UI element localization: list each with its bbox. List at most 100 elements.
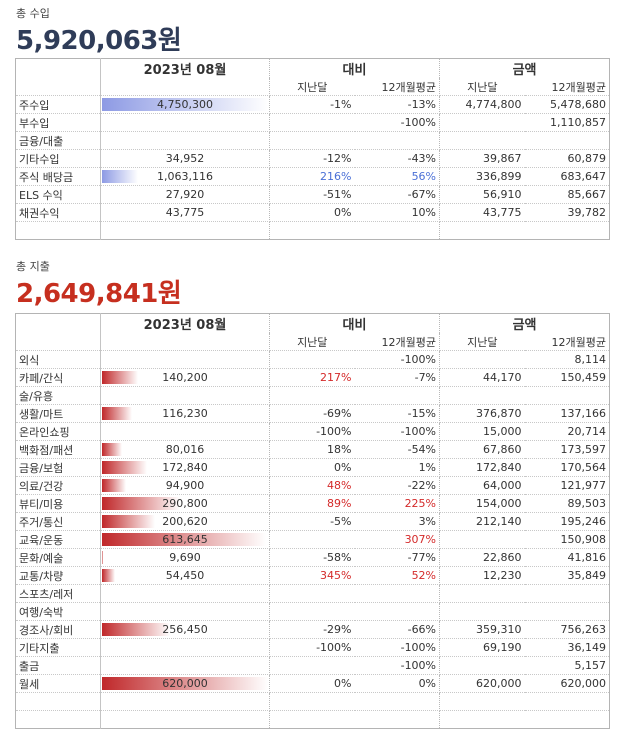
income-amt-avg: 683,647 bbox=[524, 167, 610, 186]
expense-vs-prev: 345% bbox=[269, 566, 355, 585]
expense-subheader-row: 지난달 12개월평균 지난달 12개월평균 bbox=[15, 333, 610, 351]
expense-current-cell bbox=[100, 350, 270, 369]
income-vs-prev bbox=[269, 113, 355, 132]
income-current-cell: 43,775 bbox=[100, 203, 270, 222]
income-table: 2023년 08월 대비 금액 지난달 12개월평균 지난달 12개월평균 주수… bbox=[15, 58, 611, 240]
expense-current-cell: 256,450 bbox=[100, 620, 270, 639]
expense-amt-avg bbox=[524, 692, 610, 711]
expense-current-cell bbox=[100, 584, 270, 603]
expense-current-value: 200,620 bbox=[162, 515, 208, 528]
income-category: 부수입 bbox=[15, 113, 101, 132]
expense-category: 주거/통신 bbox=[15, 512, 101, 531]
expense-row: 카페/간식 140,200 217% -7% 44,170 150,459 bbox=[15, 368, 610, 387]
income-sub-avg-amount: 12개월평균 bbox=[524, 78, 610, 96]
expense-vs-avg bbox=[354, 584, 441, 603]
expense-current-cell: 172,840 bbox=[100, 458, 270, 477]
expense-amt-avg bbox=[524, 602, 610, 621]
income-data-bar bbox=[102, 170, 138, 183]
income-vs-avg: 56% bbox=[354, 167, 441, 186]
expense-current-value: 116,230 bbox=[162, 407, 208, 420]
expense-vs-prev bbox=[269, 656, 355, 675]
expense-current-cell: 9,690 bbox=[100, 548, 270, 567]
expense-amt-prev bbox=[439, 602, 525, 621]
expense-current-cell: 116,230 bbox=[100, 404, 270, 423]
expense-row: 기타지출 -100% -100% 69,190 36,149 bbox=[15, 638, 610, 657]
income-amt-prev: 39,867 bbox=[439, 149, 525, 168]
expense-vs-prev: 217% bbox=[269, 368, 355, 387]
expense-vs-prev: -29% bbox=[269, 620, 355, 639]
expense-row: 뷰티/미용 290,800 89% 225% 154,000 89,503 bbox=[15, 494, 610, 513]
income-current-cell bbox=[100, 131, 270, 150]
income-vs-prev: -51% bbox=[269, 185, 355, 204]
expense-amt-prev: 376,870 bbox=[439, 404, 525, 423]
expense-category: 교육/운동 bbox=[15, 530, 101, 549]
expense-row: 금융/보험 172,840 0% 1% 172,840 170,564 bbox=[15, 458, 610, 477]
expense-amt-prev: 154,000 bbox=[439, 494, 525, 513]
income-vs-avg bbox=[354, 131, 441, 150]
expense-vs-avg: -7% bbox=[354, 368, 441, 387]
expense-amt-prev: 12,230 bbox=[439, 566, 525, 585]
expense-amt-prev bbox=[439, 350, 525, 369]
expense-amt-prev: 359,310 bbox=[439, 620, 525, 639]
expense-vs-prev bbox=[269, 692, 355, 711]
expense-vs-prev: -69% bbox=[269, 404, 355, 423]
income-row: 부수입 -100% 1,110,857 bbox=[15, 113, 610, 132]
expense-row: 경조사/회비 256,450 -29% -66% 359,310 756,263 bbox=[15, 620, 610, 639]
expense-amt-avg: 150,459 bbox=[524, 368, 610, 387]
expense-current-value: 94,900 bbox=[165, 479, 205, 492]
expense-amt-prev: 64,000 bbox=[439, 476, 525, 495]
expense-amt-avg: 5,157 bbox=[524, 656, 610, 675]
expense-current-cell bbox=[100, 692, 270, 711]
income-category: ELS 수익 bbox=[15, 185, 101, 204]
expense-vs-avg: 1% bbox=[354, 458, 441, 477]
income-current-cell bbox=[100, 113, 270, 132]
expense-data-bar bbox=[102, 515, 155, 528]
expense-vs-prev: -100% bbox=[269, 638, 355, 657]
expense-category: 온라인쇼핑 bbox=[15, 422, 101, 441]
income-total: 5,920,063원 bbox=[16, 26, 182, 56]
income-current-value: 43,775 bbox=[165, 206, 205, 219]
income-category: 채권수익 bbox=[15, 203, 101, 222]
income-amt-avg bbox=[524, 221, 610, 240]
expense-table: 2023년 08월 대비 금액 지난달 12개월평균 지난달 12개월평균 외식… bbox=[15, 313, 611, 729]
expense-category: 경조사/회비 bbox=[15, 620, 101, 639]
expense-current-value: 613,645 bbox=[162, 533, 208, 546]
expense-current-value: 54,450 bbox=[165, 569, 205, 582]
expense-current-cell bbox=[100, 638, 270, 657]
expense-current-cell: 140,200 bbox=[100, 368, 270, 387]
income-row: 채권수익 43,775 0% 10% 43,775 39,782 bbox=[15, 203, 610, 222]
expense-amt-avg: 20,714 bbox=[524, 422, 610, 441]
expense-row: 생활/마트 116,230 -69% -15% 376,870 137,166 bbox=[15, 404, 610, 423]
income-vs-avg: -67% bbox=[354, 185, 441, 204]
expense-compare-header: 대비 bbox=[269, 313, 441, 333]
expense-category: 여행/숙박 bbox=[15, 602, 101, 621]
expense-data-bar bbox=[102, 551, 103, 564]
expense-sub-prev-compare: 지난달 bbox=[269, 333, 355, 351]
income-amt-prev: 56,910 bbox=[439, 185, 525, 204]
expense-category: 술/유흥 bbox=[15, 386, 101, 405]
expense-data-bar bbox=[102, 623, 170, 636]
expense-vs-avg bbox=[354, 710, 441, 729]
expense-sub-avg-amount: 12개월평균 bbox=[524, 333, 610, 351]
income-current-cell bbox=[100, 221, 270, 240]
expense-amt-prev: 22,860 bbox=[439, 548, 525, 567]
income-row: ELS 수익 27,920 -51% -67% 56,910 85,667 bbox=[15, 185, 610, 204]
expense-data-bar bbox=[102, 569, 115, 582]
expense-data-bar bbox=[102, 407, 132, 420]
expense-amt-prev bbox=[439, 386, 525, 405]
expense-current-cell: 94,900 bbox=[100, 476, 270, 495]
expense-row bbox=[15, 710, 610, 729]
expense-row: 온라인쇼핑 -100% -100% 15,000 20,714 bbox=[15, 422, 610, 441]
expense-row: 백화점/패션 80,016 18% -54% 67,860 173,597 bbox=[15, 440, 610, 459]
expense-row: 주거/통신 200,620 -5% 3% 212,140 195,246 bbox=[15, 512, 610, 531]
expense-amt-prev bbox=[439, 656, 525, 675]
expense-vs-prev: 89% bbox=[269, 494, 355, 513]
expense-amt-prev: 212,140 bbox=[439, 512, 525, 531]
income-vs-avg: -13% bbox=[354, 95, 441, 114]
expense-amt-avg: 173,597 bbox=[524, 440, 610, 459]
expense-section-label: 총 지출 bbox=[16, 260, 50, 273]
income-current-value: 1,063,116 bbox=[157, 170, 213, 183]
expense-row: 교통/차량 54,450 345% 52% 12,230 35,849 bbox=[15, 566, 610, 585]
expense-row: 여행/숙박 bbox=[15, 602, 610, 621]
income-month-header: 2023년 08월 bbox=[100, 58, 270, 78]
